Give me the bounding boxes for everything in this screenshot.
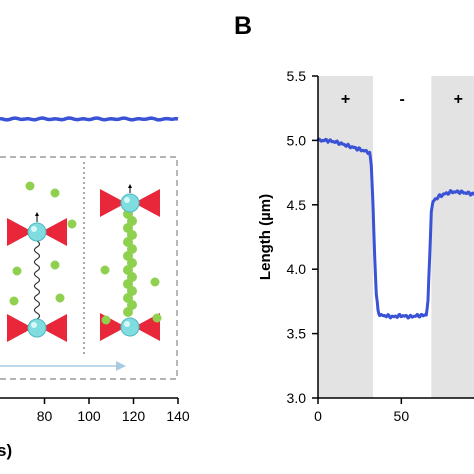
panel-b-y-tick-label: 5.0 [287, 132, 307, 148]
laser-trap-icon [41, 314, 67, 342]
panel-b-y-axis-label: Length (µm) [257, 194, 274, 280]
panel-b-x-tick-label: 0 [314, 408, 322, 424]
shaded-region [318, 76, 373, 398]
bead-highlight [31, 226, 37, 232]
region-label: - [400, 91, 405, 108]
panel-b-y-tick-label: 4.0 [287, 261, 307, 277]
laser-trap-icon [41, 218, 67, 246]
laser-trap-icon [100, 189, 126, 217]
panel-b-y-tick-label: 3.5 [287, 326, 307, 342]
protein-icon [101, 315, 111, 325]
protein-icon [12, 266, 22, 276]
panel-a-x-axis-label: s) [0, 441, 12, 460]
panel-a-series-line [0, 116, 179, 122]
bead-icon [120, 317, 140, 337]
laser-trap-icon [7, 314, 33, 342]
panel-a-x-ticks: 80 100 120 140 [37, 398, 190, 424]
region-label: + [341, 91, 350, 108]
region-labels: + - + [341, 91, 463, 108]
bead-icon [120, 193, 140, 213]
panel-b-y-tick-label: 4.5 [287, 197, 307, 213]
panel-a-x-tick-label: 140 [166, 408, 190, 424]
panel-b-y-ticks: 3.0 3.5 4.0 4.5 5.0 5.5 [287, 68, 318, 406]
bead-highlight [124, 197, 130, 203]
force-arrowhead [128, 184, 132, 188]
panel-b-y-tick-label: 5.5 [287, 68, 307, 84]
inset-shapes [7, 181, 162, 342]
panel-b: B +-+ 3.03.54.04.55.05.5 0501 Length (µm… [234, 12, 474, 424]
trap-schematic-inset [0, 156, 178, 380]
panel-b-x-ticks: 0501 [314, 398, 410, 424]
shaded-regions [318, 76, 474, 398]
laser-trap-icon [7, 218, 33, 246]
region-label: + [454, 91, 463, 108]
panel-b-y-tick-label: 3.0 [287, 390, 307, 406]
protein-icon [25, 181, 35, 191]
panel-b-x-tick-label: 50 [394, 408, 410, 424]
bead-icon [27, 222, 47, 242]
panel-a-x-tick-label: 80 [37, 408, 53, 424]
protein-icon [50, 188, 60, 198]
inset-border [0, 156, 178, 380]
bead-icon [27, 318, 47, 338]
laser-trap-icon [134, 189, 160, 217]
time-arrow-icon [0, 361, 126, 371]
bead-highlight [31, 322, 37, 328]
length-trace [316, 137, 474, 320]
protein-icon [50, 260, 60, 270]
panel-a: 80 100 120 140 s) [0, 116, 190, 460]
protein-icon [100, 265, 110, 275]
protein-icon [152, 313, 162, 323]
panel-b-letter: B [234, 12, 252, 40]
force-arrowhead [35, 212, 39, 216]
protein-icon [9, 296, 19, 306]
bead-highlight [124, 321, 130, 327]
panel-a-x-tick-label: 100 [77, 408, 101, 424]
panel-a-x-tick-label: 120 [122, 408, 146, 424]
protein-icon [67, 219, 77, 229]
dna-strand-icon [33, 240, 41, 326]
shaded-region [431, 76, 474, 398]
protein-icon [55, 293, 65, 303]
protein-icon [123, 307, 133, 317]
protein-icon [150, 277, 160, 287]
